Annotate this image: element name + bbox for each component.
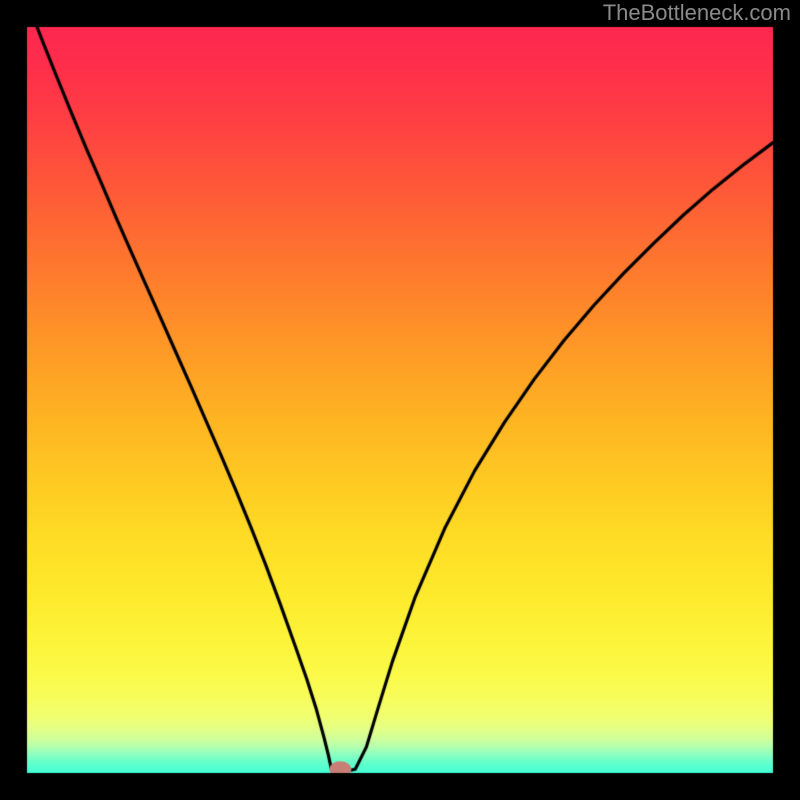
watermark-text: TheBottleneck.com — [603, 0, 791, 26]
bottleneck-chart — [0, 0, 800, 800]
chart-container: TheBottleneck.com — [0, 0, 800, 800]
